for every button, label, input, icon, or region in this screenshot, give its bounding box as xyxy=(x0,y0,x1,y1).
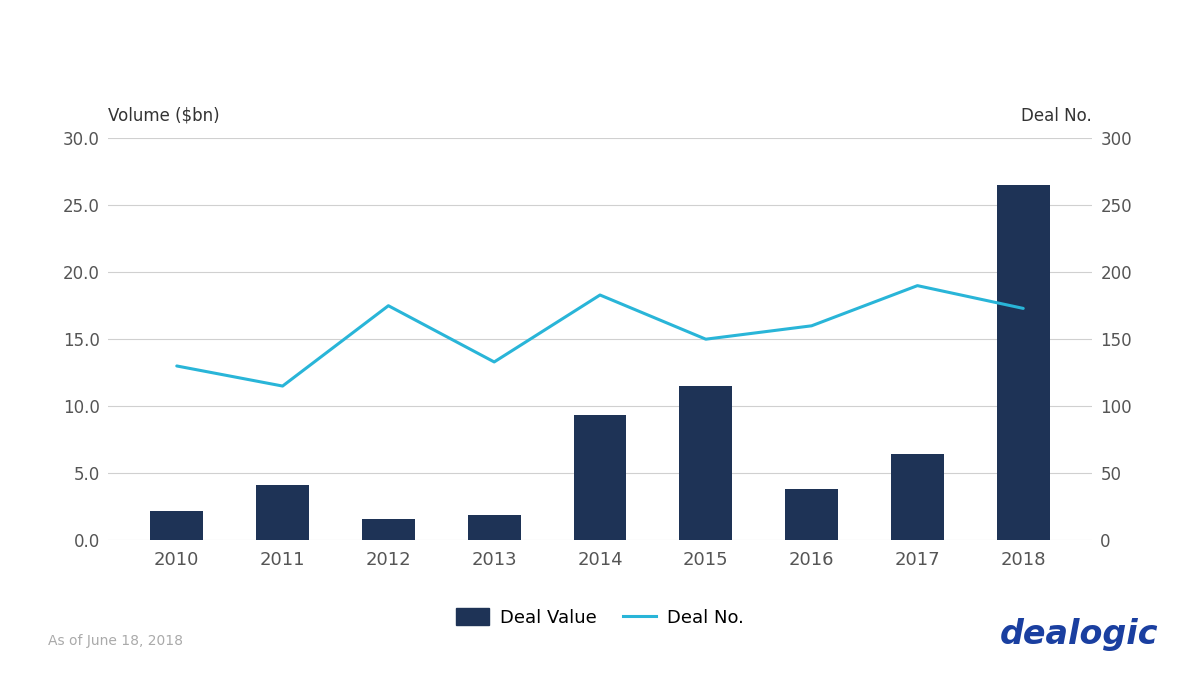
Bar xyxy=(679,386,732,540)
Bar xyxy=(362,518,415,540)
Text: dealogic: dealogic xyxy=(1000,618,1158,651)
Legend: Deal Value, Deal No.: Deal Value, Deal No. xyxy=(449,601,751,634)
Bar xyxy=(890,454,944,540)
Bar xyxy=(468,514,521,540)
Bar xyxy=(997,185,1050,540)
Text: As of June 18, 2018: As of June 18, 2018 xyxy=(48,634,182,648)
Bar xyxy=(785,489,838,540)
Bar xyxy=(256,485,310,540)
Text: Deal No.: Deal No. xyxy=(1021,107,1092,125)
Text: US-targeted Construction & Building M&A YTD: US-targeted Construction & Building M&A … xyxy=(181,30,1019,61)
Bar xyxy=(150,510,203,540)
Bar xyxy=(574,416,626,540)
Text: Volume ($bn): Volume ($bn) xyxy=(108,107,220,125)
